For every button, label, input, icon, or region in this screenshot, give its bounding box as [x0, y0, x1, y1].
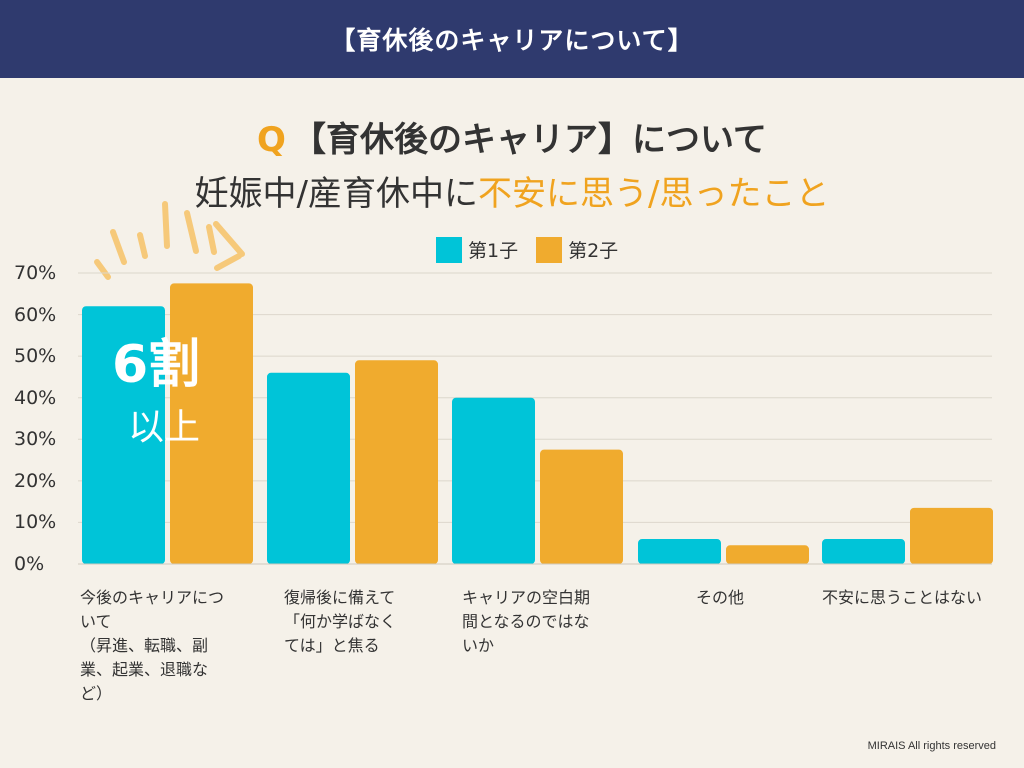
question-line2-highlight: 不安に思う/思ったこと	[478, 174, 830, 214]
x-category-label-line: ては」と焦る	[284, 636, 380, 655]
bar-second-child-cat0	[170, 283, 253, 564]
x-category-label-line: ど）	[80, 684, 113, 703]
question-title-line2: 妊娠中/産育休中に不安に思う/思ったこと	[0, 166, 1024, 215]
legend-item-second: 第2子	[536, 236, 618, 263]
bar-second-child-cat4	[910, 507, 993, 564]
x-category-label: 今後のキャリアにつ いて （昇進、転職、副 業、起業、退職な ど）	[80, 586, 240, 706]
x-category-label-line: 業、起業、退職な	[80, 660, 209, 679]
x-category-label-line: 間となるのではな	[462, 612, 590, 631]
y-tick-label: 40%	[14, 386, 57, 409]
callout-small-text: 以上	[128, 407, 201, 448]
bar-first-child-cat1	[267, 372, 350, 564]
x-category-label-line: いて	[80, 612, 112, 631]
y-tick-label: 30%	[14, 428, 57, 451]
header-banner: 【育休後のキャリアについて】	[0, 0, 1024, 78]
question-line2-a: 妊娠中/産育休中に	[194, 174, 478, 214]
sparkle-ray	[184, 210, 199, 254]
sparkle-decoration	[94, 201, 245, 280]
bar-first-child-cat0	[82, 306, 165, 564]
x-category-label: 復帰後に備えて 「何か学ばなく ては」と焦る	[284, 586, 434, 658]
y-tick-label: 50%	[14, 345, 57, 368]
x-category-label: その他	[660, 586, 780, 610]
x-category-label-line: キャリアの空白期	[462, 588, 591, 607]
chart-bars	[78, 283, 993, 565]
sparkle-ray	[214, 253, 242, 271]
question-title-line1: Q 【育休後のキャリア】について	[0, 112, 1024, 161]
bar-second-child-cat1	[355, 360, 438, 564]
bar-first-child-cat4	[822, 539, 905, 564]
x-category-label: 不安に思うことはない	[822, 586, 1012, 610]
x-category-label: キャリアの空白期 間となるのではな いか	[462, 586, 622, 658]
y-tick-label: 20%	[14, 469, 57, 492]
y-tick-label: 60%	[14, 303, 57, 326]
sparkle-ray	[213, 221, 245, 257]
legend-swatch-second	[536, 236, 563, 263]
copyright-footer: MIRAIS All rights reserved	[867, 740, 996, 752]
bar-second-child-cat2	[540, 449, 623, 564]
sparkle-ray	[162, 201, 170, 249]
bar-first-child-cat2	[452, 397, 535, 564]
x-category-label-line: いか	[462, 636, 495, 655]
header-title: 【育休後のキャリアについて】	[330, 26, 694, 55]
y-tick-label: 0%	[14, 553, 45, 575]
bar-first-child-cat3	[638, 539, 721, 564]
sparkle-ray	[137, 232, 148, 259]
legend-item-first: 第1子	[436, 236, 518, 263]
bar-second-child-cat3	[726, 545, 809, 564]
legend-swatch-first	[436, 236, 462, 263]
legend-label-first: 第1子	[468, 240, 519, 262]
sparkle-ray	[94, 259, 111, 280]
sparkle-ray	[206, 224, 217, 255]
chart-legend: 第1子 第2子	[436, 236, 618, 263]
legend-label-second: 第2子	[568, 240, 619, 262]
question-line1-text: 【育休後のキャリア】について	[291, 120, 767, 160]
callout-big-text: 6割	[112, 335, 201, 395]
x-category-label-line: 不安に思うことはない	[822, 588, 983, 607]
x-category-label-line: 復帰後に備えて	[284, 588, 396, 607]
x-category-label-line: 「何か学ばなく	[284, 612, 397, 631]
x-category-label-line: その他	[695, 588, 744, 607]
x-category-label-line: 今後のキャリアにつ	[80, 588, 225, 607]
sparkle-ray	[110, 229, 127, 265]
question-prefix: Q	[257, 120, 286, 160]
y-tick-label: 70%	[14, 262, 57, 284]
x-category-label-line: （昇進、転職、副	[80, 636, 209, 655]
y-tick-label: 10%	[14, 511, 57, 534]
